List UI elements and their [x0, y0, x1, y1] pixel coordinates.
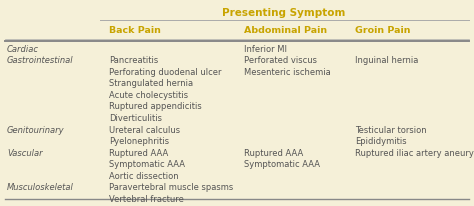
Text: Aortic dissection: Aortic dissection	[109, 171, 179, 180]
Text: Presenting Symptom: Presenting Symptom	[222, 8, 345, 18]
Text: Groin Pain: Groin Pain	[356, 26, 411, 35]
Text: Ureteral calculus: Ureteral calculus	[109, 125, 181, 134]
Text: Gastrointestinal: Gastrointestinal	[7, 56, 73, 65]
Text: Vertebral fracture: Vertebral fracture	[109, 194, 184, 203]
Text: Perforating duodenal ulcer: Perforating duodenal ulcer	[109, 68, 222, 76]
Text: Epididymitis: Epididymitis	[356, 137, 407, 145]
Text: Perforated viscus: Perforated viscus	[244, 56, 317, 65]
Text: Abdominal Pain: Abdominal Pain	[244, 26, 327, 35]
Text: Back Pain: Back Pain	[109, 26, 161, 35]
Text: Testicular torsion: Testicular torsion	[356, 125, 427, 134]
Text: Ruptured iliac artery aneurysm: Ruptured iliac artery aneurysm	[356, 148, 474, 157]
Text: Ruptured AAA: Ruptured AAA	[109, 148, 169, 157]
Text: Musculoskeletal: Musculoskeletal	[7, 183, 74, 192]
Text: Acute cholecystitis: Acute cholecystitis	[109, 90, 188, 99]
Text: Ruptured AAA: Ruptured AAA	[244, 148, 303, 157]
Text: Ruptured appendicitis: Ruptured appendicitis	[109, 102, 202, 111]
Text: Mesenteric ischemia: Mesenteric ischemia	[244, 68, 331, 76]
Text: Pancreatitis: Pancreatitis	[109, 56, 158, 65]
Text: Vascular: Vascular	[7, 148, 43, 157]
Text: Genitourinary: Genitourinary	[7, 125, 64, 134]
Text: Pyelonephritis: Pyelonephritis	[109, 137, 169, 145]
Text: Symptomatic AAA: Symptomatic AAA	[244, 159, 320, 169]
Text: Inguinal hernia: Inguinal hernia	[356, 56, 419, 65]
Text: Inferior MI: Inferior MI	[244, 44, 287, 53]
Text: Symptomatic AAA: Symptomatic AAA	[109, 159, 185, 169]
Text: Diverticulitis: Diverticulitis	[109, 114, 162, 122]
Text: Cardiac: Cardiac	[7, 44, 39, 53]
Text: Strangulated hernia: Strangulated hernia	[109, 79, 193, 88]
Text: Paravertebral muscle spasms: Paravertebral muscle spasms	[109, 183, 234, 192]
